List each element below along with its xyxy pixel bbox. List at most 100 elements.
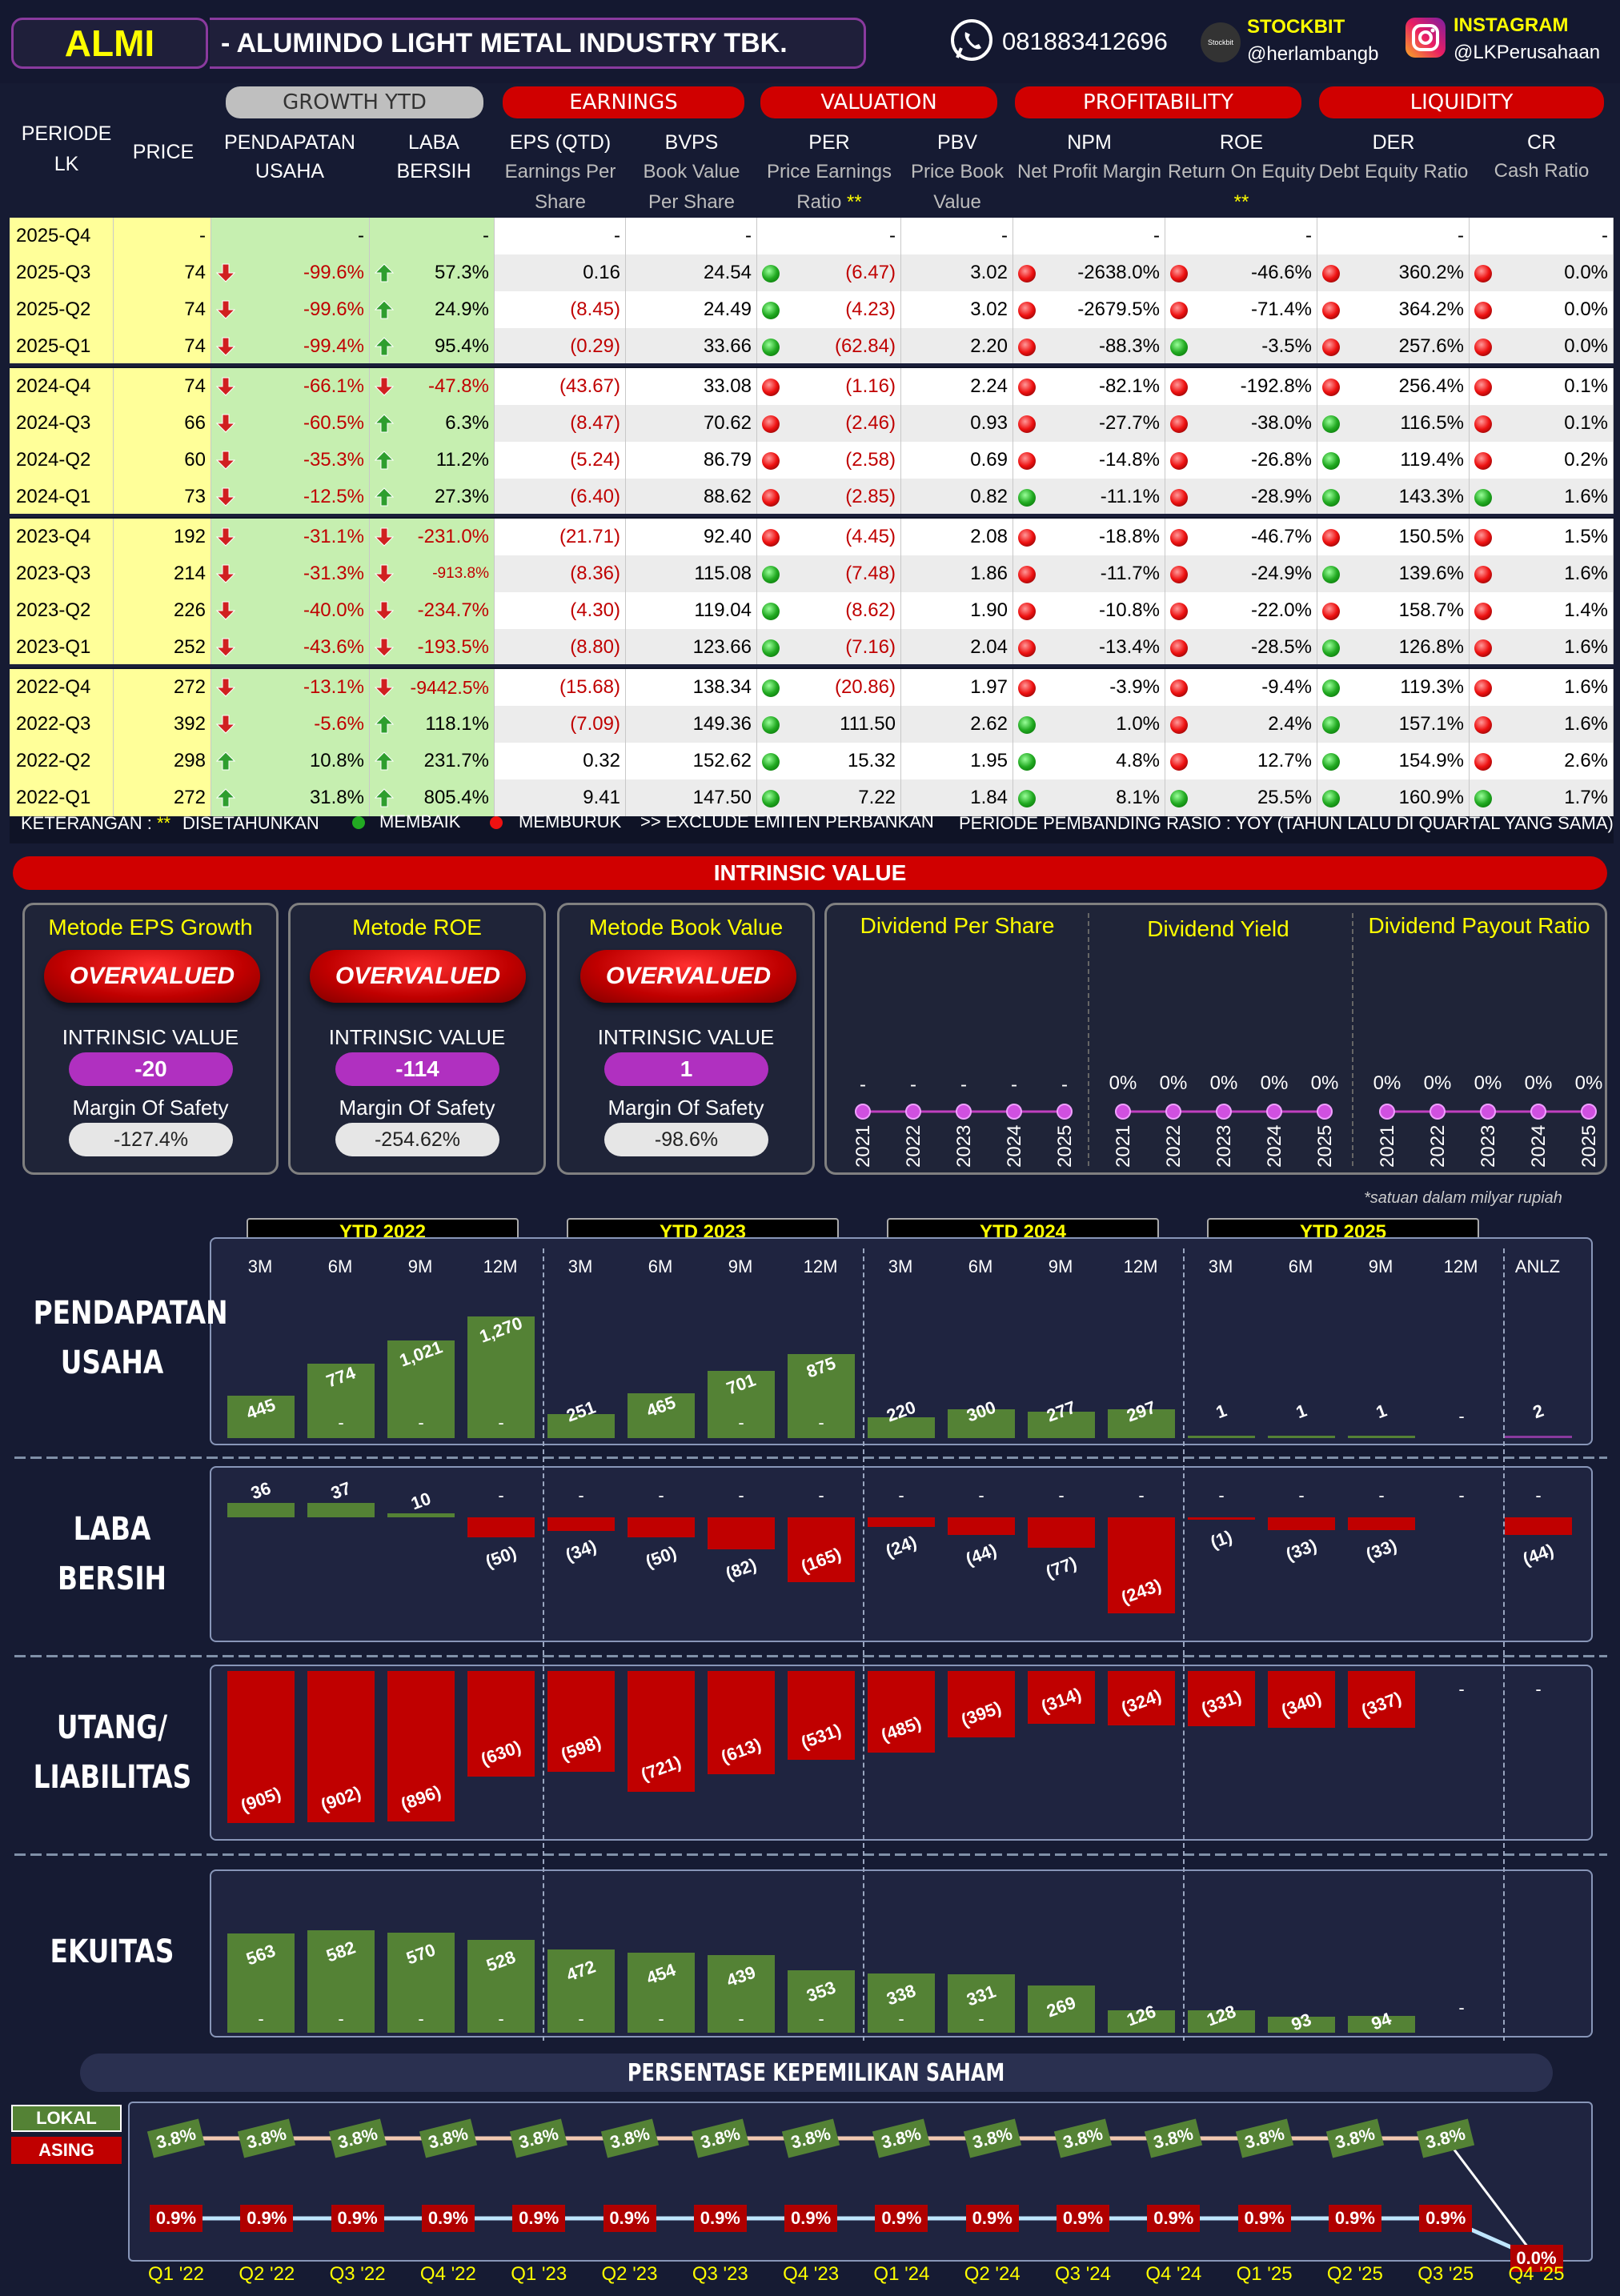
cell-value: -99.6% bbox=[303, 262, 364, 283]
cell-value: - bbox=[483, 225, 489, 246]
quarter-label: Q2 '24 bbox=[964, 2263, 1021, 2285]
cell-value: 2025-Q4 bbox=[16, 225, 91, 246]
cell-value: 2022-Q2 bbox=[16, 750, 91, 771]
cell-value: 15.32 bbox=[847, 750, 896, 771]
col-npm-sub: Net Profit Margin bbox=[1017, 161, 1162, 182]
table-row: 2024-Q3 66 -60.5% 6.3% (8.47) 70.62 (2.46) 0.93… bbox=[10, 405, 1614, 442]
dividend-year: 2024 bbox=[1528, 1125, 1550, 1168]
cell-value: 252 bbox=[173, 636, 206, 658]
cell-value: 8.1% bbox=[1116, 787, 1160, 808]
cell-value: 86.79 bbox=[703, 449, 752, 471]
cell-value: -26.8% bbox=[1250, 449, 1312, 471]
dividend-year: 2022 bbox=[1427, 1125, 1449, 1168]
bar bbox=[1348, 1436, 1415, 1438]
bar-dash: - bbox=[498, 1412, 504, 1432]
cell-value: 192 bbox=[173, 526, 206, 547]
cell-roe: -22.0% bbox=[1165, 592, 1317, 629]
mos-value: -98.6% bbox=[604, 1123, 768, 1156]
status-green-icon bbox=[762, 639, 780, 657]
cell-value: 2.6% bbox=[1564, 750, 1608, 771]
status-green-icon bbox=[762, 716, 780, 734]
cell-np: 57.3% bbox=[370, 254, 495, 291]
cell-pbv: 2.24 bbox=[901, 368, 1013, 405]
cell-value: 24.9% bbox=[434, 299, 489, 320]
cell-np: 118.1% bbox=[370, 706, 495, 743]
cell-roe: -38.0% bbox=[1165, 405, 1317, 442]
cell-value: 66 bbox=[184, 412, 206, 434]
arrow-down-icon bbox=[216, 564, 235, 583]
cell-rev: -99.6% bbox=[211, 254, 370, 291]
cell-der: 257.6% bbox=[1317, 328, 1470, 365]
col-der-sub: Debt Equity Ratio bbox=[1318, 161, 1469, 182]
bar bbox=[1188, 1671, 1255, 1727]
bar bbox=[708, 1955, 775, 2033]
cell-value: 149.36 bbox=[692, 713, 752, 735]
arrow-down-icon bbox=[375, 527, 394, 547]
asing-label: 0.9% bbox=[1419, 2205, 1473, 2232]
cell-value: (4.45) bbox=[845, 526, 896, 547]
legend-disetahunkan: DISETAHUNKAN bbox=[182, 813, 319, 833]
col-eps-sub: Earnings Per Share bbox=[504, 161, 616, 213]
cell-pbv: 3.02 bbox=[901, 291, 1013, 328]
bar-dash: - bbox=[1378, 1485, 1385, 1505]
month-label: 9M bbox=[728, 1256, 753, 1276]
cell-bvps: 70.62 bbox=[626, 405, 757, 442]
cell-bvps: 33.08 bbox=[626, 368, 757, 405]
status-green-icon bbox=[762, 339, 780, 356]
arrow-up-icon bbox=[375, 451, 394, 470]
cell-eps: (6.40) bbox=[495, 479, 626, 515]
cell-periode: 2024-Q3 bbox=[10, 405, 114, 442]
cell-value: 138.34 bbox=[692, 676, 752, 698]
legend-memburuk: MEMBURUK bbox=[519, 811, 622, 831]
cell-rev: -12.5% bbox=[211, 479, 370, 515]
table-row: 2022-Q1 272 31.8% 805.4% 9.41 147.50 7.22 1.84 8… bbox=[10, 779, 1614, 816]
quarter-label: Q4 '22 bbox=[419, 2263, 476, 2285]
cell-value: 95.4% bbox=[434, 335, 489, 357]
bar bbox=[868, 1671, 935, 1753]
col-periode: PERIODE LK bbox=[21, 122, 112, 175]
cell-npm: - bbox=[1013, 218, 1165, 254]
cell-roe: 2.4% bbox=[1165, 706, 1317, 743]
bar bbox=[708, 1671, 775, 1774]
bar bbox=[1028, 1517, 1095, 1549]
dividend-point bbox=[1057, 1104, 1073, 1120]
cell-price: 298 bbox=[114, 743, 211, 779]
stockbit-handle[interactable]: @herlambangb bbox=[1247, 43, 1379, 65]
cell-value: 70.62 bbox=[703, 412, 752, 434]
instagram-handle[interactable]: @LKPerusahaan bbox=[1454, 42, 1601, 63]
status-green-icon bbox=[762, 566, 780, 583]
cell-value: 2023-Q4 bbox=[16, 526, 91, 547]
cell-value: 1.84 bbox=[970, 787, 1008, 808]
year-separator bbox=[10, 363, 1614, 367]
cell-price: 73 bbox=[114, 479, 211, 515]
cell-value: 2023-Q3 bbox=[16, 563, 91, 584]
cell-value: -192.8% bbox=[1240, 375, 1312, 397]
cell-roe: 25.5% bbox=[1165, 779, 1317, 816]
status-green-icon bbox=[762, 603, 780, 620]
bar bbox=[788, 1354, 855, 1438]
status-green-icon bbox=[1322, 566, 1340, 583]
phone-number[interactable]: 081883412696 bbox=[1002, 27, 1168, 55]
cell-roe: -71.4% bbox=[1165, 291, 1317, 328]
cell-periode: 2024-Q2 bbox=[10, 442, 114, 479]
table-row: 2025-Q4 - - - - - - - - - - - bbox=[10, 218, 1614, 254]
legend-asing: ASING bbox=[11, 2137, 122, 2164]
bar-dash: - bbox=[818, 1412, 824, 1432]
cell-value: 1.0% bbox=[1116, 713, 1160, 735]
cell-per: (6.47) bbox=[757, 254, 901, 291]
cell-value: 73 bbox=[184, 486, 206, 507]
month-label: 9M bbox=[1048, 1256, 1073, 1276]
status-red-icon bbox=[1018, 639, 1036, 657]
cell-value: -234.7% bbox=[417, 599, 489, 621]
status-green-icon bbox=[762, 753, 780, 771]
bar-dash: - bbox=[578, 2009, 584, 2029]
cell-eps: (5.24) bbox=[495, 442, 626, 479]
cell-pbv: 1.90 bbox=[901, 592, 1013, 629]
bar bbox=[1348, 2016, 1415, 2033]
cell-pbv: 0.82 bbox=[901, 479, 1013, 515]
bar bbox=[547, 1671, 615, 1772]
status-red-icon bbox=[1474, 379, 1492, 396]
asing-label: 0.9% bbox=[1237, 2205, 1291, 2232]
month-label: 6M bbox=[648, 1256, 673, 1276]
bar bbox=[1268, 2016, 1335, 2033]
